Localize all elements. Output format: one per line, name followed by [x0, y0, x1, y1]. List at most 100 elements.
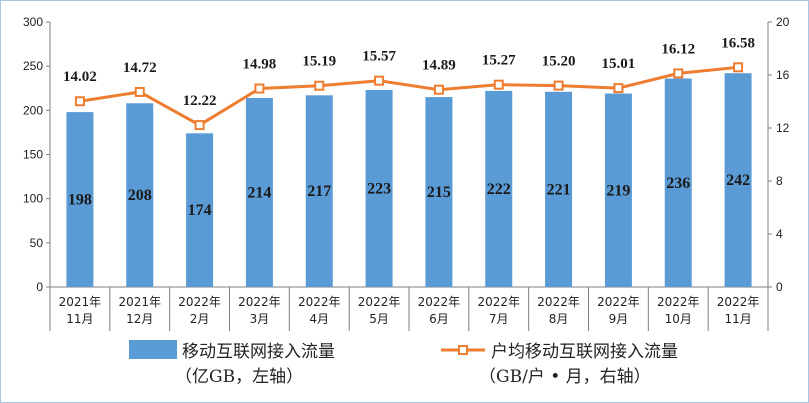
bar-value-label: 221	[547, 181, 571, 198]
category-label-year: 2022年	[597, 295, 640, 309]
line-marker	[433, 84, 444, 95]
line-marker	[134, 86, 145, 97]
line-marker	[314, 80, 325, 91]
category-label-month: 11月	[724, 312, 751, 326]
bar	[604, 93, 632, 287]
line-value-label: 14.02	[63, 69, 97, 85]
line-marker	[673, 68, 684, 79]
category-label-month: 7月	[489, 312, 509, 326]
bar	[365, 90, 393, 288]
category-label-month: 5月	[369, 312, 389, 326]
bar-value-label: 174	[188, 202, 212, 219]
category-label-month: 6月	[429, 312, 449, 326]
bar	[724, 73, 752, 287]
line-marker	[613, 83, 624, 94]
category-label-year: 2021年	[118, 295, 161, 309]
bar-value-label: 208	[128, 187, 152, 204]
category-label-year: 2022年	[657, 295, 700, 309]
category-label-month: 2月	[190, 312, 210, 326]
line-value-label: 15.57	[362, 49, 396, 65]
legend-line-unit: （GB/户 • 月，右轴）	[479, 367, 651, 387]
line-value-label: 14.72	[123, 60, 157, 76]
legend: 移动互联网接入流量 （亿GB，左轴） 户均移动互联网接入流量 （GB/户 • 月，右轴…	[129, 340, 678, 387]
right-tick-label: 20	[776, 15, 790, 29]
bar	[545, 91, 573, 288]
line-marker	[553, 80, 564, 91]
line-labels: 14.02 14.72 12.22 14.98 15.19 15.57 14.89 15.27…	[63, 35, 755, 109]
category-label-month: 4月	[309, 312, 329, 326]
right-tick-label: 12	[776, 121, 790, 135]
right-tick-label: 4	[776, 227, 783, 241]
category-labels: 2021年 11月 2021年 12月 2022年 2月 2022年 3月 2022年 4月 202…	[59, 295, 760, 326]
category-label-month: 11月	[66, 312, 93, 326]
category-label-month: 3月	[250, 312, 270, 326]
bar-value-label: 219	[606, 182, 630, 199]
category-label-year: 2022年	[537, 295, 580, 309]
legend-line-label: 户均移动互联网接入流量	[491, 342, 678, 362]
legend-bar-label: 移动互联网接入流量	[182, 342, 335, 362]
line-marker	[254, 83, 265, 94]
bar-value-label: 236	[666, 175, 690, 192]
bar-value-label: 222	[487, 181, 511, 198]
bar-value-label: 217	[307, 183, 331, 200]
category-label-year: 2022年	[178, 295, 221, 309]
left-tick-label: 50	[30, 236, 44, 250]
bar-value-label: 223	[367, 181, 391, 198]
bar	[664, 78, 692, 288]
legend-bar-swatch	[129, 340, 177, 359]
line-value-label: 15.27	[482, 53, 516, 69]
right-tick-label: 8	[776, 174, 783, 188]
right-tick-label: 16	[776, 68, 790, 82]
line-value-label: 14.98	[243, 57, 277, 73]
left-tick-label: 0	[36, 280, 43, 294]
line-series	[74, 62, 744, 131]
legend-line-marker	[458, 345, 468, 355]
category-label-year: 2022年	[298, 295, 341, 309]
bar-value-label: 215	[427, 184, 451, 201]
line-marker	[374, 75, 385, 86]
line-value-label: 15.01	[602, 56, 636, 72]
category-label-month: 10月	[665, 312, 692, 326]
bar	[305, 95, 333, 287]
category-label-year: 2022年	[477, 295, 520, 309]
left-tick-label: 250	[23, 59, 43, 73]
bars	[66, 73, 752, 288]
line-marker	[74, 96, 85, 107]
bar	[485, 90, 513, 288]
bar-value-label: 198	[68, 192, 92, 209]
bar	[245, 97, 273, 287]
legend-bar-unit: （亿GB，左轴）	[175, 367, 303, 387]
line-marker	[493, 79, 504, 90]
left-tick-label: 200	[23, 103, 43, 117]
line-value-label: 15.19	[302, 54, 336, 70]
category-label-year: 2022年	[717, 295, 760, 309]
line-marker	[733, 62, 744, 73]
category-label-year: 2022年	[358, 295, 401, 309]
bar-labels: 198 208 174 214 217 223 215 222 221 219 236 242	[68, 172, 750, 219]
right-tick-label: 0	[776, 280, 783, 294]
category-label-month: 9月	[609, 312, 629, 326]
line-value-label: 16.12	[661, 41, 695, 57]
line-value-label: 12.22	[183, 93, 217, 109]
bar-value-label: 242	[726, 172, 750, 189]
bar	[66, 112, 94, 287]
category-label-year: 2021年	[59, 295, 102, 309]
category-label-month: 8月	[549, 312, 569, 326]
bar-value-label: 214	[247, 184, 271, 201]
line-value-label: 15.20	[542, 54, 576, 70]
bar	[186, 133, 214, 287]
line-path	[79, 65, 739, 127]
category-label-year: 2022年	[238, 295, 281, 309]
line-marker	[194, 120, 205, 131]
axes: 0 50 100 150 200 250 300 0 4 8 12 16 20	[23, 15, 790, 331]
left-tick-label: 100	[23, 192, 43, 206]
line-value-label: 14.89	[422, 58, 456, 74]
bar	[425, 97, 453, 287]
bar	[126, 103, 154, 288]
category-label-month: 12月	[126, 312, 153, 326]
line-value-label: 16.58	[721, 35, 755, 51]
left-tick-label: 150	[23, 148, 43, 162]
left-tick-label: 300	[23, 15, 43, 29]
